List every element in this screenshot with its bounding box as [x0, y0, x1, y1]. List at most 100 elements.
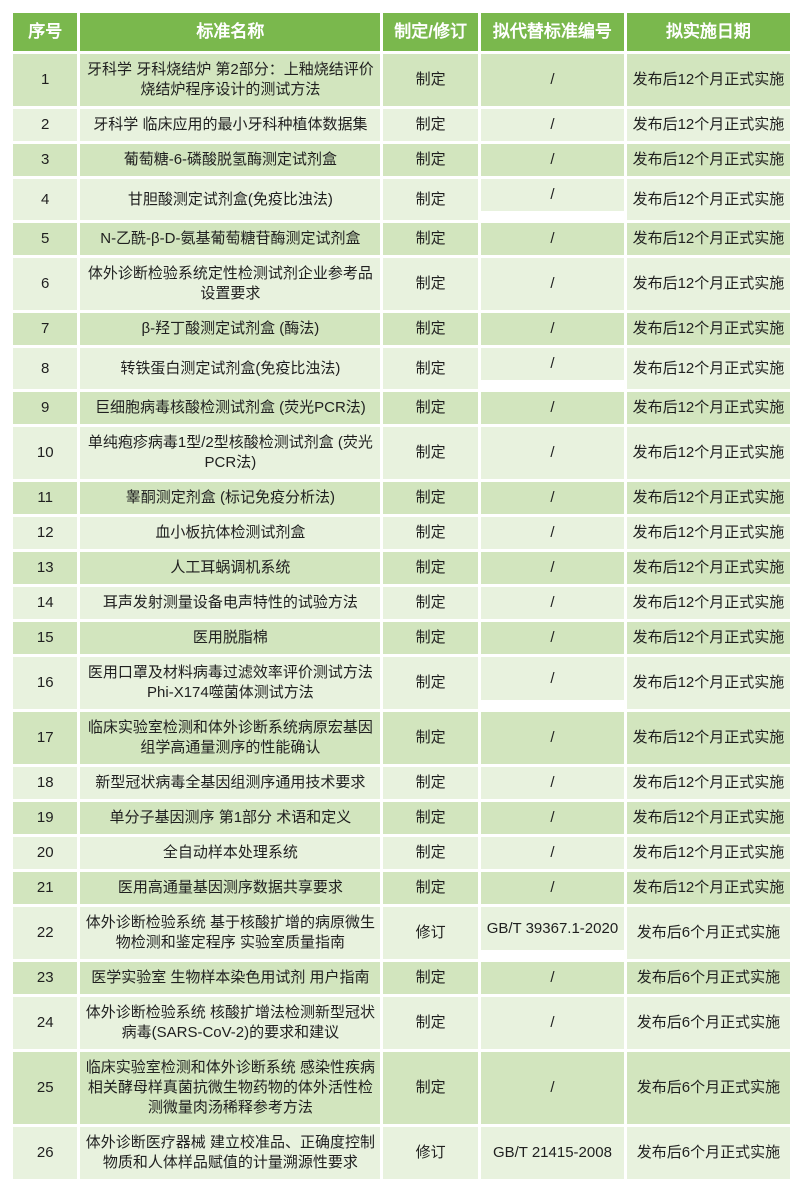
- cell-standard-name: 葡萄糖-6-磷酸脱氢酶测定试剂盒: [80, 144, 381, 176]
- cell-formulate-or-revise: 制定: [383, 427, 478, 479]
- cell-standard-name: β-羟丁酸测定试剂盒 (酶法): [80, 313, 381, 345]
- cell-formulate-or-revise: 制定: [383, 482, 478, 514]
- cell-replaced-standard-number: /: [480, 517, 624, 549]
- cell-implementation-date: 发布后12个月正式实施: [626, 179, 790, 220]
- cell-replaced-standard-number: /: [480, 552, 624, 584]
- table-row: 17 临床实验室检测和体外诊断系统病原宏基因组学高通量测序的性能确认 制定 / 发布后1…: [13, 712, 790, 764]
- table-row: 18 新型冠状病毒全基因组测序通用技术要求 制定 / 发布后12个月正式实施: [13, 767, 790, 799]
- cell-formulate-or-revise: 制定: [383, 622, 478, 654]
- cell-standard-name: 新型冠状病毒全基因组测序通用技术要求: [80, 767, 381, 799]
- table-body: 1 牙科学 牙科烧结炉 第2部分：上釉烧结评价烧结炉程序设计的测试方法 制定 / 发布后…: [13, 54, 790, 1179]
- cell-replaced-standard-number: /: [480, 767, 624, 799]
- cell-standard-name: 临床实验室检测和体外诊断系统病原宏基因组学高通量测序的性能确认: [80, 712, 381, 764]
- cell-implementation-date: 发布后12个月正式实施: [626, 837, 790, 869]
- cell-formulate-or-revise: 修订: [383, 1127, 478, 1179]
- table-row: 16 医用口罩及材料病毒过滤效率评价测试方法 Phi-X174噬菌体测试方法 制定 /…: [13, 657, 790, 709]
- table-row: 1 牙科学 牙科烧结炉 第2部分：上釉烧结评价烧结炉程序设计的测试方法 制定 / 发布后…: [13, 54, 790, 106]
- cell-formulate-or-revise: 制定: [383, 1052, 478, 1124]
- cell-serial-number: 22: [13, 907, 78, 959]
- cell-replaced-standard-number: /: [480, 712, 624, 764]
- table-row: 12 血小板抗体检测试剂盒 制定 / 发布后12个月正式实施: [13, 517, 790, 549]
- cell-replaced-standard-number: /: [480, 657, 624, 709]
- cell-replaced-standard-number: /: [480, 427, 624, 479]
- table-row: 5 N-乙酰-β-D-氨基葡萄糖苷酶测定试剂盒 制定 / 发布后12个月正式实施: [13, 223, 790, 255]
- cell-serial-number: 3: [13, 144, 78, 176]
- cell-serial-number: 15: [13, 622, 78, 654]
- cell-formulate-or-revise: 制定: [383, 872, 478, 904]
- table-row: 26 体外诊断医疗器械 建立校准品、正确度控制物质和人体样品赋值的计量溯源性要求修…: [13, 1127, 790, 1179]
- table-row: 4 甘胆酸测定试剂盒(免疫比浊法) 制定 / 发布后12个月正式实施: [13, 179, 790, 220]
- cell-formulate-or-revise: 制定: [383, 179, 478, 220]
- cell-implementation-date: 发布后6个月正式实施: [626, 1052, 790, 1124]
- table-row: 23 医学实验室 生物样本染色用试剂 用户指南 制定 / 发布后6个月正式实施: [13, 962, 790, 994]
- cell-implementation-date: 发布后12个月正式实施: [626, 872, 790, 904]
- cell-standard-name: N-乙酰-β-D-氨基葡萄糖苷酶测定试剂盒: [80, 223, 381, 255]
- cell-formulate-or-revise: 制定: [383, 587, 478, 619]
- cell-standard-name: 单纯疱疹病毒1型/2型核酸检测试剂盒 (荧光PCR法): [80, 427, 381, 479]
- cell-implementation-date: 发布后12个月正式实施: [626, 348, 790, 389]
- cell-serial-number: 14: [13, 587, 78, 619]
- cell-serial-number: 24: [13, 997, 78, 1049]
- cell-serial-number: 13: [13, 552, 78, 584]
- table-row: 20 全自动样本处理系统 制定 / 发布后12个月正式实施: [13, 837, 790, 869]
- table-row: 3 葡萄糖-6-磷酸脱氢酶测定试剂盒 制定 / 发布后12个月正式实施: [13, 144, 790, 176]
- col-header-action: 制定/修订: [383, 13, 478, 51]
- cell-serial-number: 6: [13, 258, 78, 310]
- cell-replaced-standard-number: GB/T 39367.1-2020: [480, 907, 624, 959]
- cell-formulate-or-revise: 制定: [383, 962, 478, 994]
- table-row: 25 临床实验室检测和体外诊断系统 感染性疾病相关酵母样真菌抗微生物药物的体外活性…: [13, 1052, 790, 1124]
- cell-formulate-or-revise: 制定: [383, 997, 478, 1049]
- cell-formulate-or-revise: 修订: [383, 907, 478, 959]
- cell-formulate-or-revise: 制定: [383, 517, 478, 549]
- cell-implementation-date: 发布后12个月正式实施: [626, 517, 790, 549]
- cell-serial-number: 9: [13, 392, 78, 424]
- cell-serial-number: 23: [13, 962, 78, 994]
- cell-implementation-date: 发布后12个月正式实施: [626, 657, 790, 709]
- cell-standard-name: 体外诊断检验系统定性检测试剂企业参考品设置要求: [80, 258, 381, 310]
- cell-implementation-date: 发布后12个月正式实施: [626, 144, 790, 176]
- cell-formulate-or-revise: 制定: [383, 313, 478, 345]
- col-header-date: 拟实施日期: [626, 13, 790, 51]
- cell-standard-name: 耳声发射测量设备电声特性的试验方法: [80, 587, 381, 619]
- cell-implementation-date: 发布后6个月正式实施: [626, 907, 790, 959]
- cell-implementation-date: 发布后12个月正式实施: [626, 313, 790, 345]
- cell-replaced-standard-number: /: [480, 482, 624, 514]
- cell-standard-name: 医用脱脂棉: [80, 622, 381, 654]
- cell-serial-number: 20: [13, 837, 78, 869]
- cell-replaced-standard-number: /: [480, 179, 624, 220]
- cell-serial-number: 2: [13, 109, 78, 141]
- cell-implementation-date: 发布后12个月正式实施: [626, 622, 790, 654]
- cell-formulate-or-revise: 制定: [383, 802, 478, 834]
- cell-formulate-or-revise: 制定: [383, 712, 478, 764]
- cell-implementation-date: 发布后6个月正式实施: [626, 997, 790, 1049]
- cell-implementation-date: 发布后12个月正式实施: [626, 223, 790, 255]
- cell-replaced-standard-number: /: [480, 962, 624, 994]
- cell-implementation-date: 发布后12个月正式实施: [626, 54, 790, 106]
- cell-serial-number: 17: [13, 712, 78, 764]
- cell-serial-number: 16: [13, 657, 78, 709]
- cell-replaced-standard-number: /: [480, 997, 624, 1049]
- cell-serial-number: 25: [13, 1052, 78, 1124]
- cell-serial-number: 7: [13, 313, 78, 345]
- cell-standard-name: 体外诊断检验系统 基于核酸扩增的病原微生物检测和鉴定程序 实验室质量指南: [80, 907, 381, 959]
- cell-standard-name: 单分子基因测序 第1部分 术语和定义: [80, 802, 381, 834]
- cell-standard-name: 体外诊断医疗器械 建立校准品、正确度控制物质和人体样品赋值的计量溯源性要求: [80, 1127, 381, 1179]
- cell-formulate-or-revise: 制定: [383, 348, 478, 389]
- cell-replaced-standard-number: /: [480, 54, 624, 106]
- table-row: 15 医用脱脂棉 制定 / 发布后12个月正式实施: [13, 622, 790, 654]
- table-row: 19 单分子基因测序 第1部分 术语和定义 制定 / 发布后12个月正式实施: [13, 802, 790, 834]
- cell-replaced-standard-number: /: [480, 837, 624, 869]
- cell-implementation-date: 发布后12个月正式实施: [626, 109, 790, 141]
- cell-replaced-standard-number: /: [480, 258, 624, 310]
- cell-replaced-standard-number: /: [480, 1052, 624, 1124]
- cell-formulate-or-revise: 制定: [383, 837, 478, 869]
- table-row: 22 体外诊断检验系统 基于核酸扩增的病原微生物检测和鉴定程序 实验室质量指南 修订…: [13, 907, 790, 959]
- cell-implementation-date: 发布后12个月正式实施: [626, 392, 790, 424]
- table-row: 21 医用高通量基因测序数据共享要求 制定 / 发布后12个月正式实施: [13, 872, 790, 904]
- cell-standard-name: 甘胆酸测定试剂盒(免疫比浊法): [80, 179, 381, 220]
- cell-replaced-standard-number: /: [480, 348, 624, 389]
- cell-standard-name: 人工耳蜗调机系统: [80, 552, 381, 584]
- cell-replaced-standard-number: GB/T 21415-2008: [480, 1127, 624, 1179]
- table-row: 7 β-羟丁酸测定试剂盒 (酶法) 制定 / 发布后12个月正式实施: [13, 313, 790, 345]
- cell-implementation-date: 发布后12个月正式实施: [626, 802, 790, 834]
